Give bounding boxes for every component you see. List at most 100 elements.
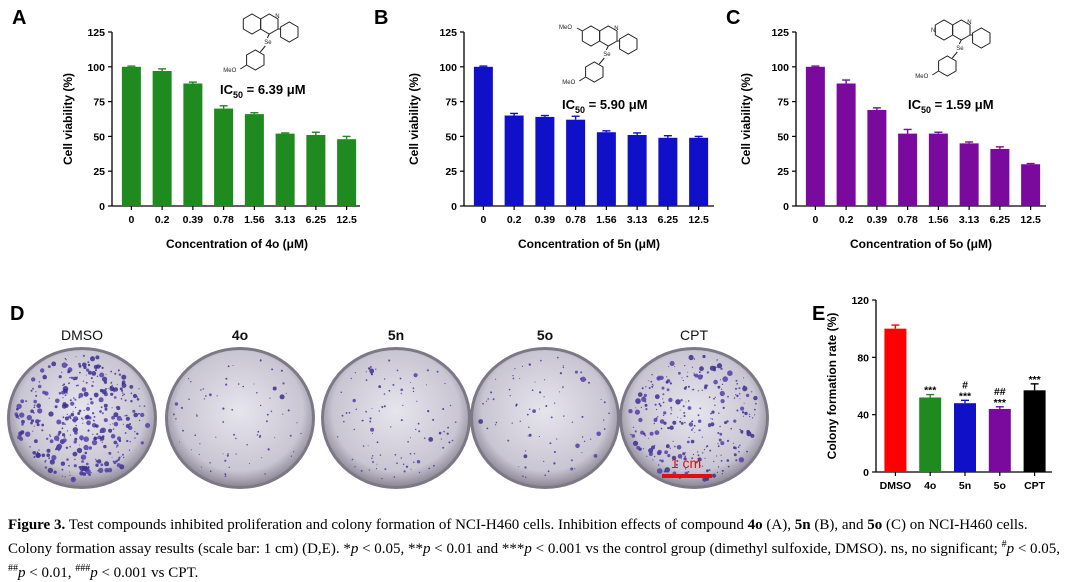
colony-dot — [75, 424, 77, 427]
colony-dot — [741, 411, 745, 414]
colony-dot — [579, 377, 583, 380]
caption-text: < 0.001 vs CPT. — [97, 565, 199, 581]
colony-dot — [128, 425, 133, 430]
colony-dot — [117, 451, 119, 453]
colony-dot — [593, 454, 598, 458]
colony-dot — [90, 401, 94, 405]
colony-dot — [107, 387, 109, 389]
y-axis-title: Cell viability (%) — [407, 73, 421, 165]
colony-dot — [300, 432, 302, 435]
colony-dot — [688, 436, 690, 439]
colony-dot — [109, 424, 111, 426]
significance-mark: *** — [994, 397, 1007, 409]
x-tick-label: 3.13 — [959, 214, 980, 226]
chem-se-atom: Se — [264, 40, 272, 46]
colony-dot — [209, 470, 212, 472]
colony-dot — [54, 435, 60, 441]
colony-dot — [134, 431, 136, 433]
colony-dot — [720, 399, 725, 404]
colony-dot — [83, 436, 89, 442]
colony-dot — [556, 438, 558, 440]
colony-dot — [720, 367, 723, 370]
colony-dot — [64, 403, 69, 408]
colony-dot — [75, 431, 77, 433]
colony-dot — [688, 354, 694, 361]
colony-dot — [711, 410, 715, 414]
colony-dot — [428, 467, 431, 470]
colony-dot — [79, 435, 84, 441]
colony-dot — [341, 414, 344, 417]
colony-dot — [113, 440, 118, 445]
colony-dot — [35, 394, 38, 397]
colony-dot — [418, 430, 421, 433]
colony-dot — [69, 474, 71, 476]
colony-dot — [381, 478, 383, 480]
colony-dot — [383, 405, 386, 408]
colony-dot — [508, 388, 511, 391]
colony-dot — [62, 433, 66, 437]
colony-dot — [718, 363, 721, 366]
chem-meo-label: MeO — [562, 80, 575, 86]
colony-dot — [46, 448, 51, 453]
colony-dot — [174, 402, 179, 406]
colony-dot — [264, 473, 266, 475]
colony-dot — [272, 386, 277, 391]
colony-dot — [657, 449, 662, 455]
colony-dot — [101, 441, 104, 443]
colony-dot — [61, 468, 64, 471]
colony-dot — [38, 449, 40, 451]
colony-dot — [119, 387, 123, 391]
colony-dot — [90, 377, 93, 380]
colony-dot — [699, 464, 701, 467]
colony-dot — [755, 402, 757, 405]
colony-dot — [694, 373, 699, 378]
chem-bond-se — [266, 33, 270, 39]
colony-dot — [727, 395, 729, 398]
colony-dot — [418, 471, 421, 474]
bar — [689, 137, 709, 206]
colony-dot — [570, 459, 573, 462]
y-tick-label: 0 — [99, 201, 105, 213]
colony-dot — [444, 382, 446, 385]
colony-dot — [744, 412, 747, 415]
colony-dot — [748, 415, 751, 418]
colony-dot — [692, 388, 695, 391]
colony-dot — [258, 435, 261, 438]
colony-dot — [25, 431, 31, 437]
chem-ring-anisyl — [585, 61, 604, 83]
colony-dot — [742, 415, 745, 417]
colony-dot — [645, 386, 647, 388]
colony-dot — [74, 437, 78, 441]
colony-dot — [713, 379, 718, 385]
colony-dot — [91, 439, 98, 446]
colony-dot — [75, 384, 78, 387]
x-tick-label: 12.5 — [1020, 214, 1041, 226]
colony-dot — [589, 438, 592, 440]
y-tick-label: 0 — [451, 201, 457, 213]
colony-dot — [209, 462, 211, 464]
colony-dot — [82, 362, 87, 368]
colony-dot — [370, 372, 373, 375]
colony-dot — [556, 356, 559, 359]
caption-text: Test compounds inhibited proliferation a… — [65, 517, 748, 533]
chem-bond-ome — [932, 70, 939, 76]
colony-dot — [583, 440, 586, 442]
colony-dot — [691, 420, 694, 422]
colony-dot — [753, 395, 758, 401]
colony-dot — [42, 374, 47, 380]
x-tick-label: 5o — [994, 480, 1006, 492]
colony-dot — [681, 377, 683, 379]
colony-dot — [690, 439, 695, 444]
colony-dot — [371, 455, 374, 457]
colony-dot — [637, 392, 643, 397]
colony-dot — [710, 417, 712, 419]
colony-dot — [226, 454, 229, 457]
colony-dot — [438, 431, 442, 435]
colony-dot — [553, 451, 556, 453]
colony-dot — [669, 382, 673, 385]
colony-dot — [651, 374, 653, 376]
bar — [959, 143, 979, 206]
colony-dot — [37, 408, 43, 414]
colony-dot — [717, 466, 720, 468]
colony-dot — [641, 396, 647, 402]
